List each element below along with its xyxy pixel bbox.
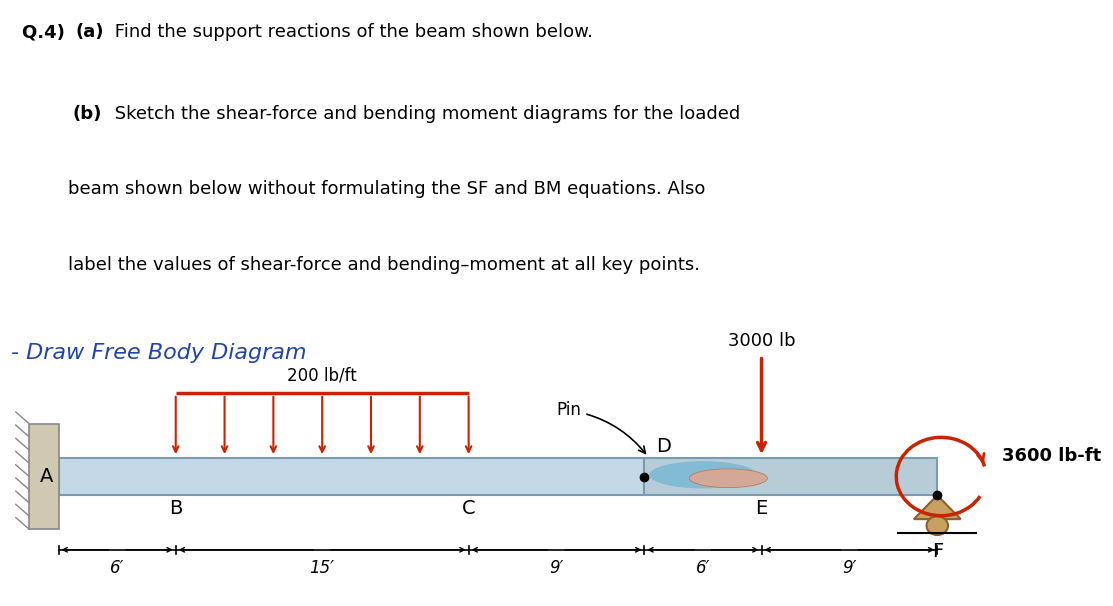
Text: 200 lb/ft: 200 lb/ft — [287, 367, 357, 385]
Text: 6′: 6′ — [696, 559, 710, 577]
Polygon shape — [914, 495, 961, 519]
Text: Q.4): Q.4) — [22, 23, 71, 41]
Text: 15′: 15′ — [309, 559, 335, 577]
Bar — [644, 458, 937, 495]
Text: C: C — [462, 499, 475, 518]
Text: 9′: 9′ — [550, 559, 563, 577]
Text: 6′: 6′ — [110, 559, 125, 577]
Text: D: D — [656, 437, 671, 456]
Bar — [59, 458, 644, 495]
Text: F: F — [932, 542, 943, 561]
Circle shape — [926, 516, 948, 535]
Text: (a): (a) — [76, 23, 105, 41]
Text: A: A — [39, 467, 52, 486]
Text: 3000 lb: 3000 lb — [728, 333, 796, 350]
Ellipse shape — [649, 461, 757, 488]
Ellipse shape — [689, 469, 767, 488]
Text: B: B — [169, 499, 183, 518]
Text: - Draw Free Body Diagram: - Draw Free Body Diagram — [11, 343, 306, 363]
Text: Sketch the shear-force and bending moment diagrams for the loaded: Sketch the shear-force and bending momen… — [109, 105, 740, 123]
Text: Pin: Pin — [556, 401, 646, 453]
Bar — [29, 424, 59, 530]
Text: (b): (b) — [72, 105, 101, 123]
Text: Find the support reactions of the beam shown below.: Find the support reactions of the beam s… — [109, 23, 593, 41]
Text: 9′: 9′ — [843, 559, 857, 577]
Text: E: E — [756, 499, 768, 518]
Text: label the values of shear-force and bending–moment at all key points.: label the values of shear-force and bend… — [22, 256, 700, 274]
Text: 3600 lb-ft: 3600 lb-ft — [1002, 447, 1101, 465]
Text: beam shown below without formulating the SF and BM equations. Also: beam shown below without formulating the… — [22, 181, 706, 198]
